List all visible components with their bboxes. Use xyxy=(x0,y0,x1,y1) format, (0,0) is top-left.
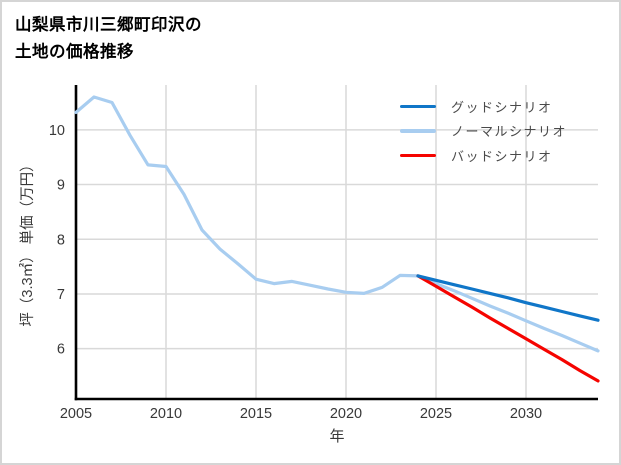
y-tick-label: 7 xyxy=(57,287,65,303)
chart-legend: グッドシナリオ ノーマルシナリオ バッドシナリオ xyxy=(400,94,567,168)
x-tick-label: 2010 xyxy=(150,406,182,422)
x-tick-label: 2005 xyxy=(60,406,92,422)
bad-scenario-line-swatch xyxy=(400,153,436,158)
good-scenario-line-swatch xyxy=(400,104,436,109)
legend-item-good-scenario: グッドシナリオ xyxy=(400,94,567,119)
y-tick-label: 9 xyxy=(57,178,65,194)
x-tick-label: 2025 xyxy=(420,406,452,422)
good-scenario-label: グッドシナリオ xyxy=(451,99,553,115)
y-tick-label: 10 xyxy=(49,123,65,139)
y-tick-label: 8 xyxy=(57,232,65,248)
x-tick-label: 2015 xyxy=(240,406,272,422)
y-axis-title: 坪（3.3㎡） 単価（万円） xyxy=(19,157,36,326)
bad-scenario-label: バッドシナリオ xyxy=(451,148,553,164)
series-line-グッドシナリオ xyxy=(416,274,600,322)
normal-scenario-label: ノーマルシナリオ xyxy=(451,124,568,140)
series-line-ノーマルシナリオ xyxy=(74,95,600,353)
legend-item-bad-scenario: バッドシナリオ xyxy=(400,143,567,168)
y-tick-label: 6 xyxy=(57,342,65,358)
series-line-バッドシナリオ xyxy=(416,274,600,383)
x-tick-label: 2030 xyxy=(510,406,542,422)
chart-title-line1: 山梨県市川三郷町印沢の xyxy=(15,16,202,34)
normal-scenario-line-swatch xyxy=(400,129,436,133)
chart-title: 山梨県市川三郷町印沢の 土地の価格推移 xyxy=(15,12,202,66)
legend-item-normal-scenario: ノーマルシナリオ xyxy=(400,119,567,144)
chart-title-line2: 土地の価格推移 xyxy=(15,43,134,61)
x-axis-title: 年 xyxy=(329,428,344,445)
x-tick-label: 2020 xyxy=(330,406,362,422)
